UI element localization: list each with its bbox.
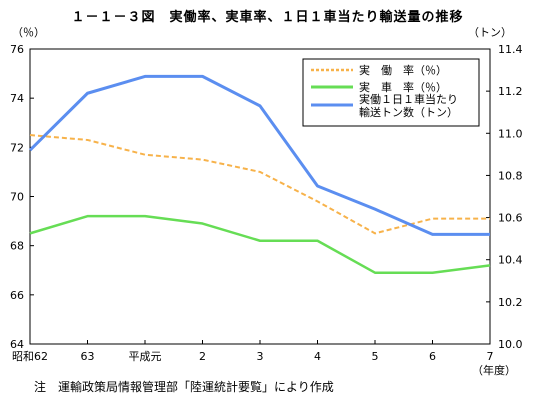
x-tick-label: 2 <box>199 350 206 363</box>
labels-layer: 6466687072747610.010.210.410.610.811.011… <box>10 26 523 377</box>
left-tick-label: 66 <box>10 289 24 302</box>
right-tick-label: 10.2 <box>498 296 523 309</box>
legend-label-3: 輸送トン数（トン） <box>359 105 458 119</box>
right-tick-label: 10.4 <box>498 254 523 267</box>
left-tick-label: 64 <box>10 338 24 351</box>
right-tick-label: 10.6 <box>498 212 523 225</box>
right-tick-label: 11.2 <box>498 85 523 98</box>
series-layer <box>28 74 491 274</box>
x-tick-label: 63 <box>81 350 95 363</box>
right-tick-label: 10.8 <box>498 169 523 182</box>
left-tick-label: 70 <box>10 191 24 204</box>
x-tick-label: 4 <box>314 350 321 363</box>
chart-note: 注 運輸政策局情報管理部「陸運統計要覧」により作成 <box>34 380 334 394</box>
x-tick-label: 5 <box>372 350 379 363</box>
chart-title: １－１－３図 実働率、実車率、１日１車当たり輸送量の推移 <box>71 10 464 25</box>
left-tick-label: 76 <box>10 43 24 56</box>
right-tick-label: 11.4 <box>498 43 523 56</box>
legend-label-3: 実働１日１車当たり <box>359 92 458 106</box>
left-axis-unit: （％） <box>12 26 45 39</box>
right-axis-unit: （トン） <box>468 26 512 39</box>
left-tick-label: 72 <box>10 141 24 154</box>
x-tick-label: 昭和62 <box>12 350 48 363</box>
left-tick-label: 74 <box>10 92 24 105</box>
plot-area <box>29 48 491 345</box>
x-tick-label: 7 <box>487 350 494 363</box>
x-axis-label: （年度） <box>472 363 516 377</box>
series-line-2 <box>29 214 491 274</box>
legend-label-2: 実 車 率（％） <box>359 80 447 94</box>
legend-label-1: 実 働 率（％） <box>359 63 447 77</box>
x-tick-label: 3 <box>257 350 264 363</box>
x-tick-label: 平成元 <box>129 350 162 363</box>
left-tick-label: 68 <box>10 240 24 253</box>
right-tick-label: 11.0 <box>498 127 523 140</box>
series-line-1 <box>29 134 490 235</box>
series-line-3 <box>28 74 490 236</box>
right-tick-label: 10.0 <box>498 338 523 351</box>
x-tick-label: 6 <box>429 350 436 363</box>
